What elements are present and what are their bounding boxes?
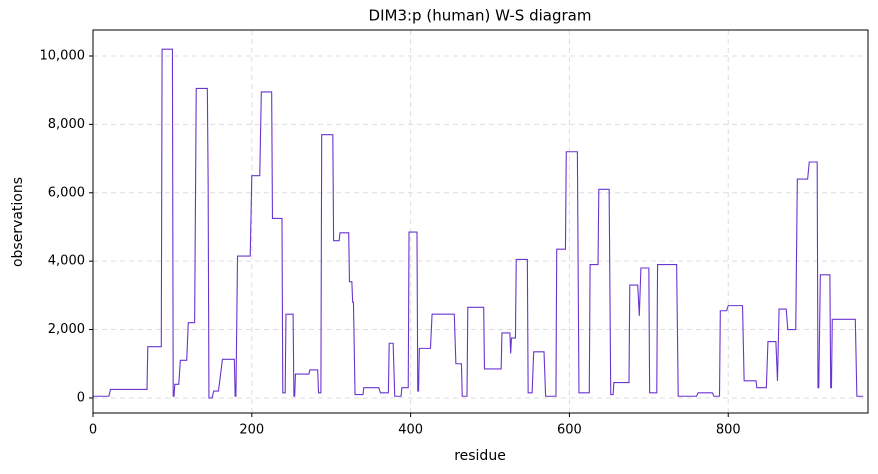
y-tick-label: 10,000 (40, 48, 86, 63)
plot-frame (92, 29, 869, 414)
x-tick-label: 800 (716, 423, 741, 438)
y-tick-label: 8,000 (48, 117, 85, 132)
x-axis-label: residue (454, 448, 506, 464)
x-tick-label: 600 (557, 423, 582, 438)
y-axis-label: observations (10, 177, 26, 267)
y-tick-label: 2,000 (48, 322, 85, 337)
x-tick-label: 400 (398, 423, 423, 438)
data-line (93, 48, 864, 399)
y-tick-label: 0 (77, 390, 85, 405)
x-tick-label: 0 (89, 423, 97, 438)
x-tick-label: 200 (239, 423, 264, 438)
y-tick-label: 4,000 (48, 254, 85, 269)
chart-title: DIM3:p (human) W-S diagram (369, 7, 592, 25)
y-tick-label: 6,000 (48, 185, 85, 200)
